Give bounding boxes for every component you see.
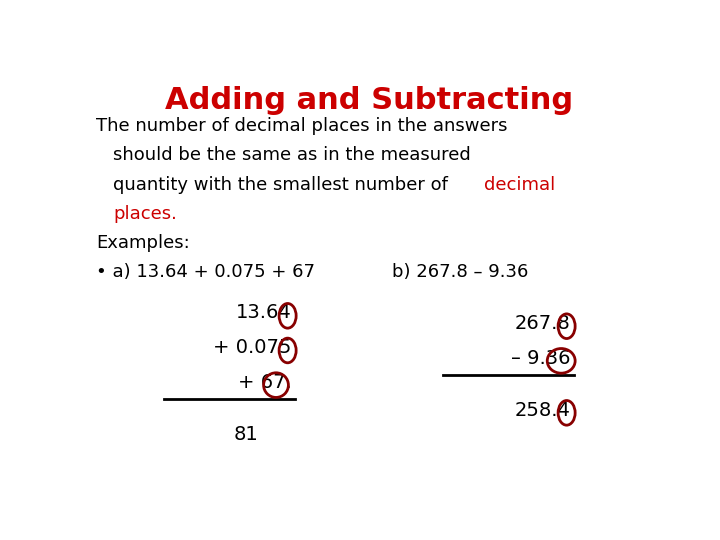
Text: • a) 13.64 + 0.075 + 67: • a) 13.64 + 0.075 + 67 bbox=[96, 264, 315, 281]
Text: Adding and Subtracting: Adding and Subtracting bbox=[165, 86, 573, 116]
Text: places.: places. bbox=[113, 205, 177, 223]
Text: + 0.075: + 0.075 bbox=[213, 338, 292, 357]
Text: Examples:: Examples: bbox=[96, 234, 190, 252]
Text: quantity with the smallest number of: quantity with the smallest number of bbox=[113, 176, 454, 194]
Text: – 9.36: – 9.36 bbox=[511, 348, 570, 368]
Text: 258.4: 258.4 bbox=[515, 401, 570, 420]
Text: 81: 81 bbox=[233, 425, 258, 444]
Text: 267.8: 267.8 bbox=[515, 314, 570, 333]
Text: decimal: decimal bbox=[484, 176, 555, 194]
Text: The number of decimal places in the answers: The number of decimal places in the answ… bbox=[96, 117, 508, 135]
Text: b) 267.8 – 9.36: b) 267.8 – 9.36 bbox=[392, 264, 528, 281]
Text: should be the same as in the measured: should be the same as in the measured bbox=[113, 146, 471, 164]
Text: + 67.: + 67. bbox=[238, 373, 292, 392]
Text: 13.64: 13.64 bbox=[235, 303, 292, 322]
